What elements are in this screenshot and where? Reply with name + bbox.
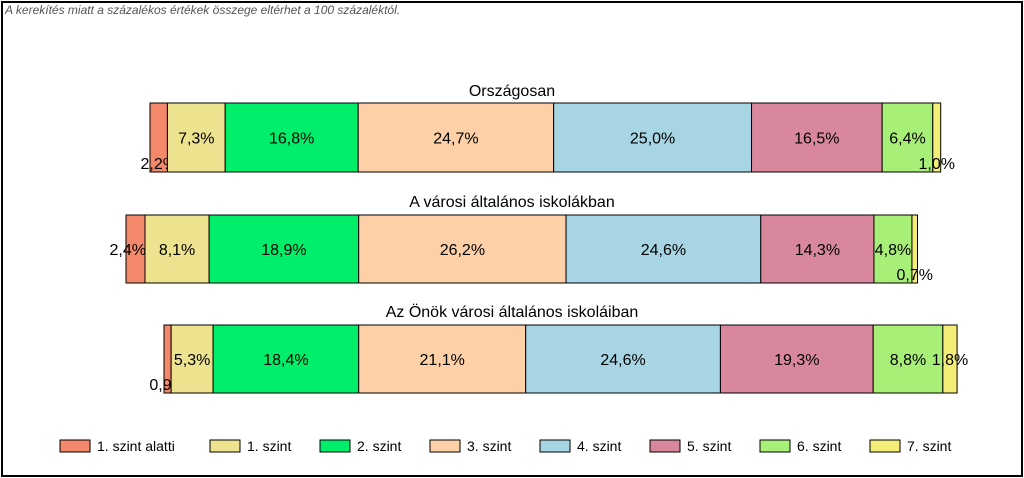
data-label: 0,7% [896, 267, 932, 284]
data-label: 16,8% [269, 131, 314, 148]
bar-segment [170, 324, 214, 394]
data-label: 4,8% [875, 242, 911, 259]
data-label: 2,4% [110, 242, 146, 259]
rounding-note: A kerekítés miatt a százalékos értékek ö… [5, 3, 401, 17]
data-label: 18,9% [261, 242, 306, 259]
data-label: 19,3% [774, 352, 819, 369]
bar-segment [208, 214, 360, 284]
bar-segment [525, 324, 721, 394]
legend-swatch [649, 439, 681, 453]
legend-swatch [759, 439, 791, 453]
bar-segment [358, 324, 527, 394]
data-label: 26,2% [440, 242, 485, 259]
bar-segment [911, 214, 918, 284]
bar-segment [932, 102, 942, 173]
bar-segment [751, 102, 883, 173]
legend-swatch [429, 439, 461, 453]
legend-swatch [539, 439, 571, 453]
bar-segment [881, 102, 934, 173]
legend-label: 1. szint alatti [97, 438, 175, 454]
legend-label: 6. szint [797, 438, 841, 454]
data-label: 1,8% [932, 352, 968, 369]
data-label: 24,6% [600, 352, 645, 369]
legend-label: 3. szint [467, 438, 511, 454]
bar-segment [553, 102, 753, 173]
data-label: 6,4% [889, 131, 925, 148]
legend-label: 7. szint [907, 438, 951, 454]
legend-swatch [869, 439, 901, 453]
legend-label: 1. szint [247, 438, 291, 454]
category-title: Országosan [469, 83, 555, 100]
bar-segment [719, 324, 874, 394]
bar-segment [565, 214, 762, 284]
data-label: 24,7% [433, 131, 478, 148]
legend-label: 4. szint [577, 438, 621, 454]
bar-segment [224, 102, 359, 173]
bar-segment [873, 214, 913, 284]
bar-segment [357, 102, 555, 173]
bar-segment [144, 214, 210, 284]
legend-swatch [59, 439, 91, 453]
data-label: 8,1% [159, 242, 195, 259]
data-label: 5,3% [174, 352, 210, 369]
bar-segment [942, 324, 958, 394]
data-label: 25,0% [630, 131, 675, 148]
data-label: 16,5% [794, 131, 839, 148]
data-label: 1,0% [919, 156, 955, 173]
bar-segment [872, 324, 944, 394]
legend-swatch [319, 439, 351, 453]
category-title: Az Önök városi általános iskoláiban [386, 303, 639, 321]
legend-label: 2. szint [357, 438, 401, 454]
data-label: 8,8% [890, 352, 926, 369]
data-label: 24,6% [641, 242, 686, 259]
legend-label: 5. szint [687, 438, 731, 454]
bar-segment [212, 324, 360, 394]
bar-segment [760, 214, 875, 284]
data-label: 14,3% [795, 242, 840, 259]
data-label: 18,4% [263, 352, 308, 369]
data-label: 21,1% [420, 352, 465, 369]
legend-swatch [209, 439, 241, 453]
data-label: 7,3% [178, 131, 214, 148]
category-title: A városi általános iskolákban [409, 194, 614, 211]
